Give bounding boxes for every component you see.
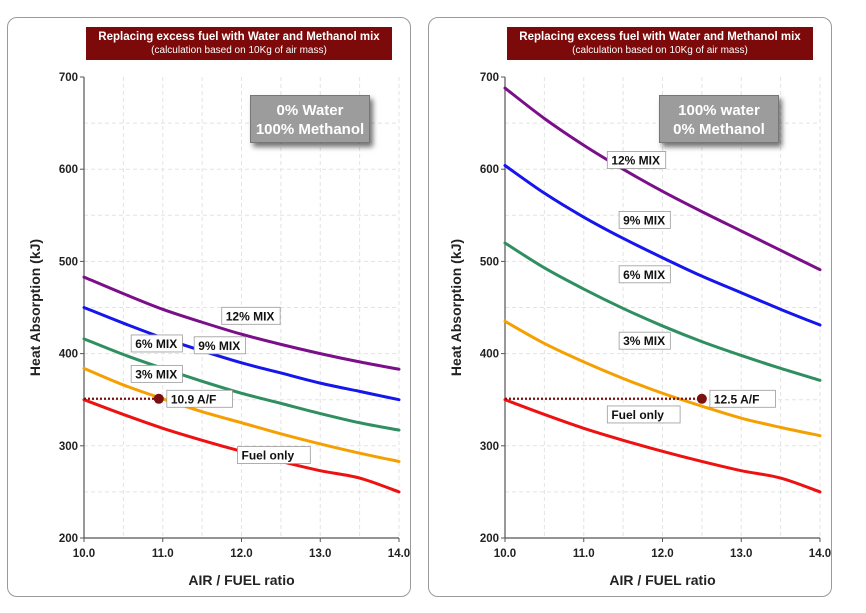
y-tick-label: 500 [59, 256, 78, 268]
curve-label-6-mix-box [130, 334, 183, 353]
curve-label-12-mix: 12% MIX [226, 309, 275, 323]
series-line-3-mix [82, 366, 401, 463]
series-line-6-mix [503, 241, 822, 382]
curve-label-9-mix: 9% MIX [623, 213, 665, 227]
curve-label-fuel-only-box [606, 405, 681, 424]
x-tick-label: 13.0 [730, 548, 752, 560]
x-tick-label: 14.0 [809, 548, 831, 560]
x-tick-label: 11.0 [152, 548, 174, 560]
curve-label-12-mix: 12% MIX [611, 153, 660, 167]
series-line-12-mix [82, 275, 401, 371]
curve-label-fuel-only-box [237, 446, 311, 464]
y-tick-label: 700 [59, 72, 78, 84]
curve-label-9-mix: 9% MIX [198, 339, 240, 353]
y-tick-label: 200 [480, 533, 499, 545]
y-axis-label: Heat Absorption (kJ) [448, 239, 464, 376]
marker-label-box [166, 389, 233, 408]
curve-label-fuel-only: Fuel only [242, 449, 295, 463]
chart-title: Replacing excess fuel with Water and Met… [98, 31, 380, 43]
x-axis-label: AIR / FUEL ratio [609, 572, 715, 588]
chart-panel-right: Replacing excess fuel with Water and Met… [428, 17, 832, 597]
x-tick-label: 12.0 [651, 548, 673, 560]
marker-label: 10.9 A/F [171, 392, 217, 406]
curve-label-12-mix-box [606, 151, 667, 169]
series-line-12-mix [503, 86, 822, 272]
line-chart-left: 200 300 400 500 600 700 10.0 11.0 12.0 13.0 14.0 AI… [27, 72, 410, 588]
x-axis-label: AIR / FUEL ratio [188, 572, 294, 588]
marker-label-box [709, 389, 776, 408]
y-tick-label: 600 [59, 164, 78, 176]
mix-methanol-label: 0% Methanol [673, 121, 765, 138]
curve-label-3-mix-box [130, 364, 183, 383]
x-tick-label: 13.0 [309, 548, 331, 560]
curve-label-9-mix-box [193, 336, 246, 355]
y-tick-label: 400 [480, 349, 499, 361]
curve-label-6-mix: 6% MIX [135, 337, 177, 351]
mix-ratio-box: 0% Water 100% Methanol [250, 95, 370, 143]
chart-subtitle: (calculation based on 10Kg of air mass) [572, 45, 748, 56]
line-chart-right: 200 300 400 500 600 700 10.0 11.0 12.0 13.0 14.0 AI… [448, 72, 831, 588]
curve-label-3-mix: 3% MIX [623, 334, 665, 348]
series-line-9-mix [503, 164, 822, 327]
series-line-9-mix [82, 306, 401, 402]
curve-label-6-mix-box [618, 265, 671, 284]
curve-label-3-mix: 3% MIX [135, 367, 177, 381]
series-line-fuel-only [503, 398, 822, 494]
curve-label-fuel-only: Fuel only [611, 408, 664, 422]
x-tick-label: 12.0 [230, 548, 252, 560]
chart-panel-left: Replacing excess fuel with Water and Met… [7, 17, 411, 597]
mix-water-label: 0% Water [276, 102, 344, 119]
curve-label-9-mix-box [618, 211, 671, 229]
y-tick-label: 200 [59, 533, 78, 545]
series-line-3-mix [503, 319, 822, 438]
x-tick-label: 10.0 [494, 548, 516, 560]
mix-ratio-box: 100% water 0% Methanol [659, 95, 779, 143]
y-tick-label: 300 [480, 441, 499, 453]
series-line-6-mix [82, 337, 401, 432]
curve-label-3-mix-box [618, 331, 671, 350]
y-tick-label: 700 [480, 72, 499, 84]
curve-label-6-mix: 6% MIX [623, 268, 665, 282]
y-tick-label: 500 [480, 256, 499, 268]
y-axis-label: Heat Absorption (kJ) [27, 239, 43, 376]
marker-label: 12.5 A/F [714, 392, 760, 406]
x-tick-label: 10.0 [73, 548, 95, 560]
x-tick-label: 14.0 [388, 548, 410, 560]
chart-title: Replacing excess fuel with Water and Met… [519, 31, 801, 43]
y-tick-label: 400 [59, 349, 78, 361]
y-tick-label: 600 [480, 164, 499, 176]
marker-point [696, 393, 707, 404]
marker-point [153, 393, 164, 404]
mix-water-label: 100% water [678, 102, 760, 119]
curve-label-12-mix-box [221, 306, 281, 325]
mix-methanol-label: 100% Methanol [255, 121, 365, 138]
y-tick-label: 300 [59, 441, 78, 453]
chart-title-box: Replacing excess fuel with Water and Met… [507, 27, 813, 60]
x-tick-label: 11.0 [573, 548, 595, 560]
chart-title-box: Replacing excess fuel with Water and Met… [86, 27, 392, 60]
chart-subtitle: (calculation based on 10Kg of air mass) [151, 45, 327, 56]
